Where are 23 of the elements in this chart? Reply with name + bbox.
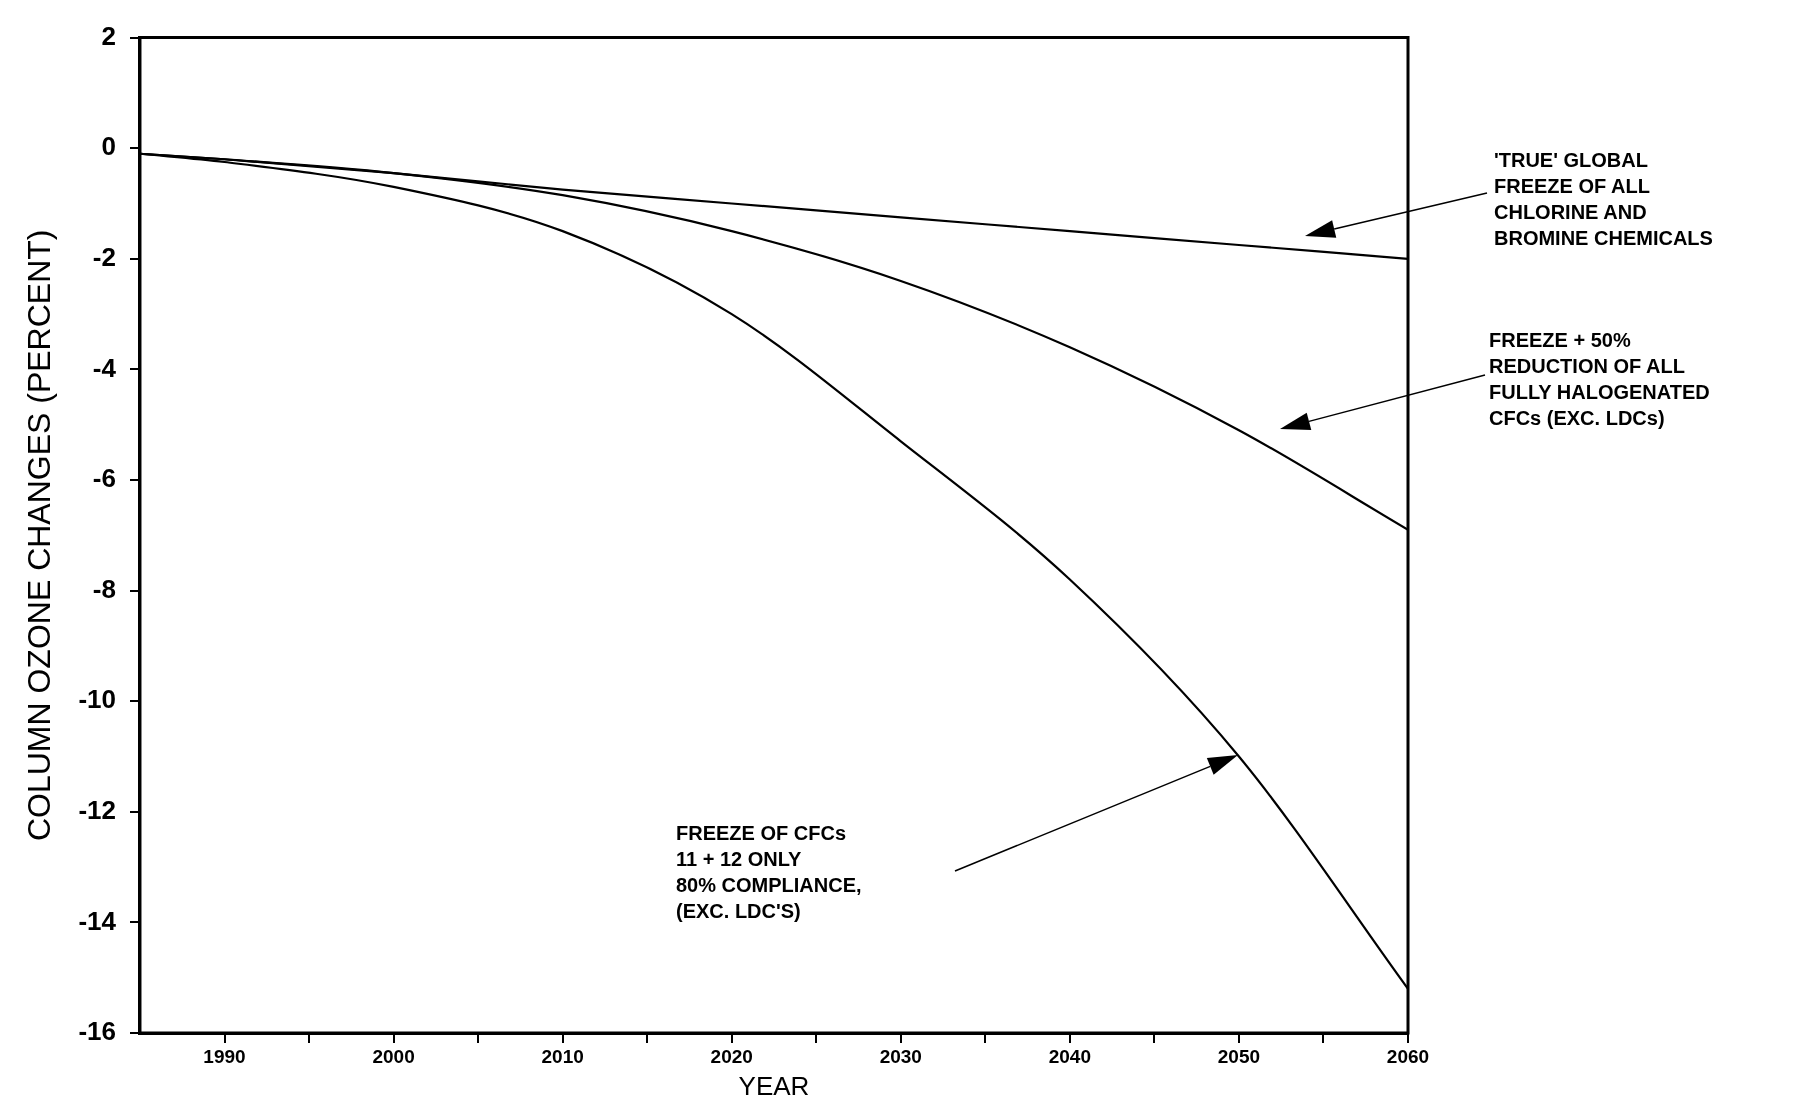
x-tick-label: 2060 [1386,1045,1430,1067]
y-tick-label: -16 [78,1016,116,1047]
x-tick-label: 2050 [1217,1045,1261,1067]
y-tick-label: 0 [101,131,116,162]
text: FREEZE + 50% REDUCTION OF ALL FULLY HALOGENATED CFCs (EXC. LDCs) [1489,328,1710,431]
y-axis-title: COLUMN OZONE CHANGES (PERCENT) [21,229,58,842]
x-tick-label: 1990 [203,1045,246,1067]
y-tick-label: -6 [92,463,116,494]
y-tick-label: -2 [92,241,116,272]
y-tick-label: 2 [101,20,116,51]
x-tick-label: 2040 [1048,1045,1091,1067]
x-tick-label: 2030 [879,1045,922,1067]
x-axis-title: YEAR [738,1070,810,1101]
x-tick-label: 2010 [541,1045,584,1067]
x-tick-label: 2000 [372,1045,415,1067]
x-tick-label: 2020 [710,1045,753,1067]
annotation: FREEZE OF CFCs 11 + 12 ONLY 80% COMPLIANCE, (EXC. LDC'S) [676,821,862,924]
y-tick-label: -8 [92,573,116,604]
y-tick-label: -14 [78,905,117,936]
y-tick-label: -10 [78,684,116,715]
y-tick-label: -12 [78,794,116,825]
text: 'TRUE' GLOBAL FREEZE OF ALL CHLORINE AND BROMINE CHEMICALS [1494,148,1713,251]
y-tick-label: -4 [92,352,117,383]
